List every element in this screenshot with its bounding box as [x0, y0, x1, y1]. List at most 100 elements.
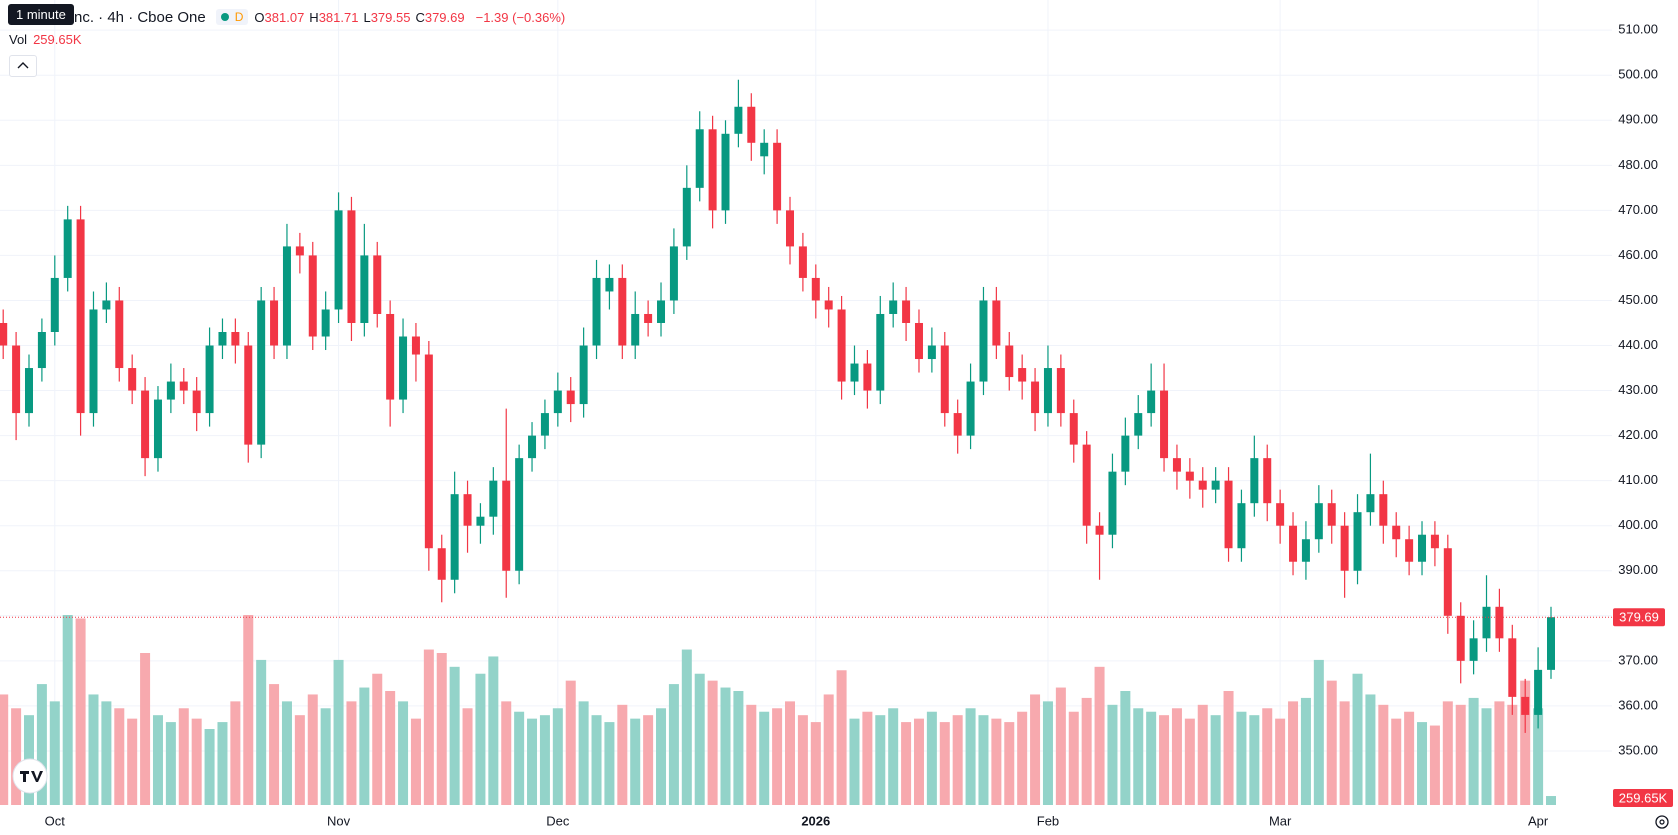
candle-body [50, 277, 59, 333]
volume-bar [1133, 708, 1144, 805]
volume-bar [1288, 701, 1299, 805]
volume-bar [952, 715, 963, 805]
volume-bar [1081, 697, 1092, 805]
volume-bar [1042, 701, 1053, 805]
ohlc-value: 381.71 [318, 9, 359, 25]
volume-bar [1378, 704, 1389, 805]
y-tick-label: 400.00 [1618, 517, 1658, 532]
volume-bar [565, 680, 576, 805]
volume-bar [230, 701, 241, 805]
x-tick-label: Apr [1528, 813, 1549, 828]
volume-bar [591, 715, 602, 805]
candle-body [205, 345, 214, 414]
volume-bar [36, 684, 47, 805]
volume-bar [165, 722, 176, 805]
volume-bar [836, 670, 847, 805]
candle-body [76, 219, 85, 414]
candle-body [657, 300, 666, 323]
volume-bar [191, 718, 202, 805]
candle-body [1043, 368, 1052, 414]
ohlc-value: 381.07 [264, 9, 305, 25]
volume-bar [913, 718, 924, 805]
candle-body [1469, 638, 1478, 661]
volume-value-box [1613, 789, 1673, 807]
volume-bar [759, 711, 770, 805]
candle-body [1172, 458, 1181, 472]
candle-body [863, 363, 872, 391]
y-tick-label: 350.00 [1618, 742, 1658, 757]
candle-body [644, 313, 653, 323]
candle-body [308, 255, 317, 337]
volume-bar [152, 715, 163, 805]
volume-bar [1429, 725, 1440, 805]
candle-body [1056, 368, 1065, 414]
volume-bar [746, 704, 757, 805]
candle-body [282, 246, 291, 346]
volume-bar [0, 694, 9, 805]
candle-body [115, 300, 124, 369]
candle-body [37, 332, 46, 369]
candle-body [773, 142, 782, 211]
volume-bar [256, 659, 267, 805]
interval-badge[interactable]: D [215, 9, 249, 25]
volume-bar [178, 708, 189, 805]
volume-bar [1262, 708, 1273, 805]
volume-bar [978, 715, 989, 805]
change: −1.39 (−0.36%) [475, 9, 566, 25]
volume-bar [901, 722, 912, 805]
volume-bar [1223, 691, 1234, 805]
volume-bar [101, 701, 112, 805]
volume-bar [1107, 704, 1118, 805]
candle-body [747, 106, 756, 143]
volume-bar [320, 708, 331, 805]
candle-body [1005, 345, 1014, 378]
volume-bar [1210, 715, 1221, 805]
volume-bar [1313, 659, 1324, 805]
candle-body [1198, 480, 1207, 490]
volume-bar [1300, 697, 1311, 805]
candle-body [489, 480, 498, 517]
symbol-title[interactable]: nc. · 4h · Cboe One [74, 8, 206, 26]
candle-body [605, 277, 614, 292]
volume-bar [1249, 715, 1260, 805]
y-tick-label: 460.00 [1618, 247, 1658, 262]
volume-bar [88, 694, 99, 805]
candle-body [992, 300, 1001, 346]
volume-bar [668, 684, 679, 805]
candle-body [760, 142, 769, 157]
volume-bar [1068, 711, 1079, 805]
volume-bar [720, 687, 731, 805]
volume-bar [1455, 704, 1466, 805]
volume-bar [578, 701, 589, 805]
x-tick-label: Dec [546, 813, 570, 828]
volume-bar [436, 653, 447, 805]
candle-body [399, 336, 408, 400]
volume-bar [462, 708, 473, 805]
candle-body [953, 413, 962, 436]
candle-body [837, 309, 846, 382]
volume-bar [1533, 708, 1544, 805]
volume-bar [1146, 711, 1157, 805]
candle-body [1534, 669, 1543, 715]
candle-body [734, 106, 743, 134]
collapse-button[interactable] [9, 55, 37, 77]
volume-bar [694, 673, 705, 805]
candle-body [979, 300, 988, 382]
volume-bar [1275, 718, 1286, 805]
ohlc-item: L379.55 [363, 10, 410, 25]
y-tick-label: 470.00 [1618, 202, 1658, 217]
volume-legend: Vol 259.65K [9, 32, 82, 47]
volume-bar [630, 718, 641, 805]
volume-bar [1017, 711, 1028, 805]
candle-body [785, 210, 794, 247]
volume-bar [514, 711, 525, 805]
volume-bar [75, 618, 86, 805]
volume-bar [552, 708, 563, 805]
volume-bar [501, 701, 512, 805]
candle-body [1508, 638, 1517, 697]
ohlc-key: C [415, 9, 425, 25]
candle-body [437, 548, 446, 580]
volume-bar [1171, 708, 1182, 805]
candle-body [1160, 390, 1169, 459]
volume-bar [1520, 680, 1531, 805]
